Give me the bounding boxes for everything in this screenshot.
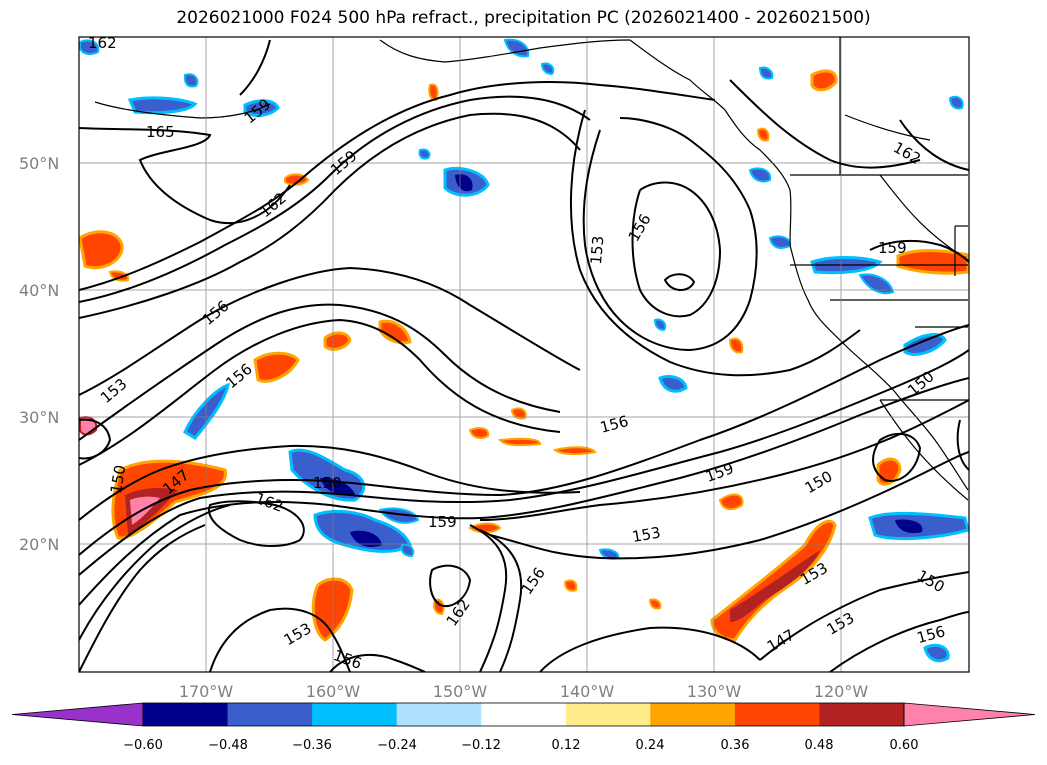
lon-label: 120°W [814, 682, 869, 701]
colorbar-tick-label: −0.48 [208, 738, 248, 753]
refractivity-contours [79, 39, 969, 672]
colorbar-segment [227, 703, 313, 726]
colorbar-segment [143, 703, 229, 726]
lon-label: 170°W [179, 682, 234, 701]
colorbar-tick-label: 0.60 [890, 738, 919, 753]
lon-label: 160°W [306, 682, 361, 701]
colorbar [11, 702, 1036, 727]
map-area: 162 165 159 162 156 153 150 147 150 162 … [79, 34, 969, 672]
lat-label: 30°N [19, 408, 59, 427]
map-frame [78, 36, 970, 673]
colorbar-tick-label: −0.24 [377, 738, 417, 753]
colorbar-tick-label: 0.12 [552, 738, 581, 753]
lat-label: 20°N [19, 535, 59, 554]
map-title: 2026021000 F024 500 hPa refract., precip… [176, 8, 871, 28]
lon-label: 140°W [560, 682, 615, 701]
lon-label: 130°W [687, 682, 742, 701]
gridlines [79, 37, 969, 672]
colorbar-segment [565, 703, 651, 726]
colorbar-frame [142, 702, 905, 727]
contour-label: 150 [107, 464, 130, 495]
contour-label: 159 [878, 239, 907, 257]
latitude-labels: 50°N 40°N 30°N 20°N [19, 154, 59, 554]
precip-shading [79, 38, 969, 663]
colorbar-segment [396, 703, 482, 726]
colorbar-segment [312, 703, 398, 726]
colorbar-segment [734, 703, 820, 726]
colorbar-extend-high [903, 702, 1036, 727]
lat-label: 40°N [19, 281, 59, 300]
colorbar-tick-label: 0.24 [636, 738, 665, 753]
contour-label: 153 [587, 235, 607, 265]
colorbar-segment [819, 703, 905, 726]
contour-label: 162 [88, 34, 117, 52]
longitude-labels: 170°W 160°W 150°W 140°W 130°W 120°W [179, 682, 869, 701]
colorbar-ticks: −0.60 −0.48 −0.36 −0.24 −0.12 0.12 0.24 … [123, 738, 918, 753]
colorbar-tick-label: −0.12 [461, 738, 501, 753]
contour-label: 150 [313, 474, 342, 492]
colorbar-tick-label: 0.48 [805, 738, 834, 753]
colorbar-extend-low [11, 702, 144, 727]
colorbar-segment [481, 703, 567, 726]
colorbar-tick-label: −0.36 [292, 738, 332, 753]
lat-label: 50°N [19, 154, 59, 173]
contour-label: 159 [428, 513, 457, 531]
contour-label: 165 [146, 123, 175, 141]
colorbar-tick-label: −0.60 [123, 738, 163, 753]
coastlines [94, 37, 969, 501]
colorbar-segment [650, 703, 736, 726]
contour-label: 153 [631, 523, 662, 546]
colorbar-tick-label: 0.36 [721, 738, 750, 753]
lon-label: 150°W [433, 682, 488, 701]
